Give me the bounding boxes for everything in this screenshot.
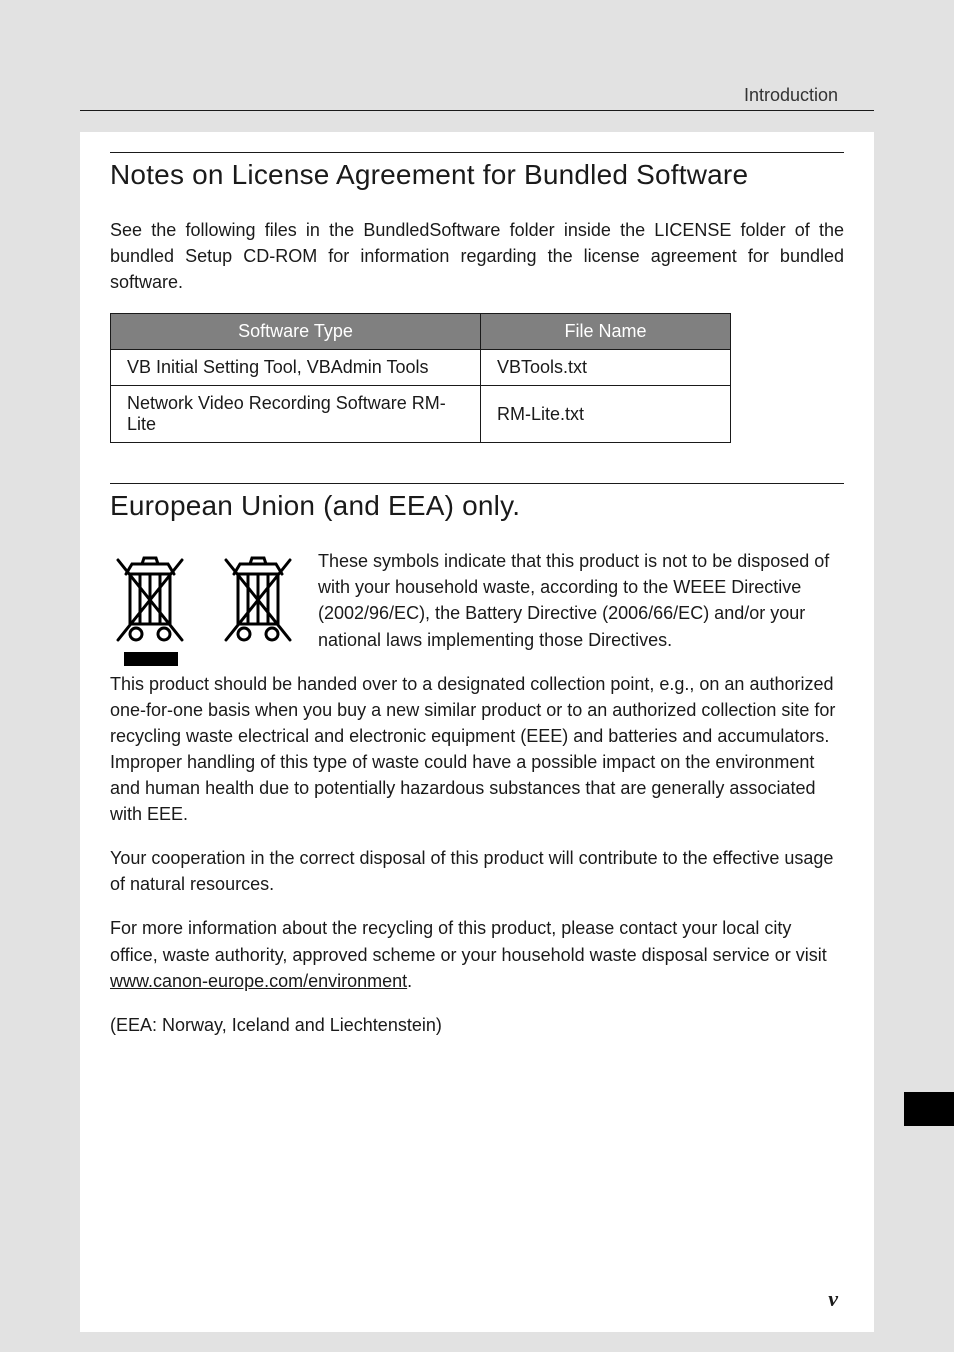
contact-suffix: . bbox=[407, 971, 412, 991]
section2-para2: This product should be handed over to a … bbox=[110, 671, 844, 828]
weee-icons-group bbox=[110, 550, 300, 666]
table-cell-software: Network Video Recording Software RM-Lite bbox=[111, 386, 481, 443]
page-number: v bbox=[828, 1286, 838, 1312]
section2-title: European Union (and EEA) only. bbox=[110, 490, 844, 522]
table-header-software: Software Type bbox=[111, 314, 481, 350]
table-cell-filename: RM-Lite.txt bbox=[481, 386, 731, 443]
table-header-row: Software Type File Name bbox=[111, 314, 731, 350]
contact-prefix: For more information about the recycling… bbox=[110, 918, 827, 964]
contact-link[interactable]: www.canon-europe.com/environment bbox=[110, 971, 407, 991]
section2-para3: Your cooperation in the correct disposal… bbox=[110, 845, 844, 897]
header-rule bbox=[80, 110, 874, 111]
section1-rule bbox=[110, 152, 844, 153]
table-cell-filename: VBTools.txt bbox=[481, 350, 731, 386]
section2-rule bbox=[110, 483, 844, 484]
section1-paragraph: See the following files in the BundledSo… bbox=[110, 217, 844, 295]
section2: European Union (and EEA) only. bbox=[110, 483, 844, 1038]
table-row: Network Video Recording Software RM-Lite… bbox=[111, 386, 731, 443]
license-table: Software Type File Name VB Initial Setti… bbox=[110, 313, 731, 443]
page-edge-marker bbox=[904, 1092, 954, 1126]
page-root: Introduction Notes on License Agreement … bbox=[0, 0, 954, 1352]
table-header-filename: File Name bbox=[481, 314, 731, 350]
content-area: Notes on License Agreement for Bundled S… bbox=[80, 132, 874, 1332]
section1-title: Notes on License Agreement for Bundled S… bbox=[110, 159, 844, 191]
weee-bin-icon bbox=[110, 550, 190, 646]
weee-block: These symbols indicate that this product… bbox=[110, 548, 844, 845]
weee-bin-icon bbox=[218, 550, 298, 646]
table-row: VB Initial Setting Tool, VBAdmin Tools V… bbox=[111, 350, 731, 386]
weee-black-bar bbox=[124, 652, 178, 666]
eea-note: (EEA: Norway, Iceland and Liechtenstein) bbox=[110, 1012, 844, 1038]
section2-contact: For more information about the recycling… bbox=[110, 915, 844, 993]
table-cell-software: VB Initial Setting Tool, VBAdmin Tools bbox=[111, 350, 481, 386]
header-section-label: Introduction bbox=[744, 85, 838, 106]
weee-icon-row bbox=[110, 550, 300, 646]
